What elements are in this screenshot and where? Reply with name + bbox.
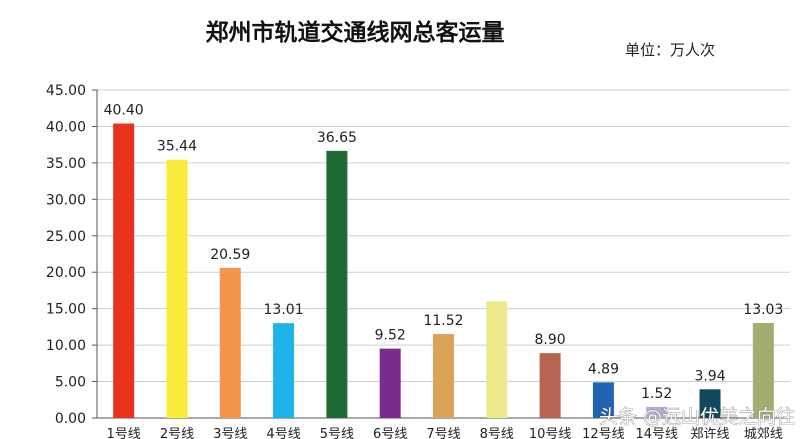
bar [166, 159, 188, 419]
bar [486, 301, 508, 418]
data-label: 40.40 [104, 103, 144, 119]
bar [113, 123, 135, 418]
x-tick-label: 郑许线 [691, 427, 730, 439]
unit-label: 单位：万人次 [625, 41, 715, 59]
bar [592, 382, 614, 418]
data-label: 20.59 [210, 247, 250, 263]
bar [752, 323, 774, 418]
x-tick-label: 10号线 [529, 427, 572, 439]
x-tick-label: 6号线 [373, 427, 407, 439]
y-tick-label: 5.00 [55, 375, 86, 391]
data-label: 13.03 [743, 302, 783, 318]
data-label: 13.01 [264, 302, 304, 318]
x-tick-label: 8号线 [480, 427, 514, 439]
y-tick-labels: 0.00 5.00 10.00 15.00 20.00 25.00 30.00 35.00 40… [46, 83, 86, 427]
data-label: 1.52 [641, 386, 672, 402]
chart-title: 郑州市轨道交通线网总客运量 [206, 19, 505, 46]
y-tick-label: 45.00 [46, 83, 86, 99]
data-label: 36.65 [317, 130, 357, 146]
x-tick-label: 1号线 [107, 427, 141, 439]
y-tick-label: 40.00 [46, 119, 86, 135]
y-tick-label: 0.00 [55, 411, 86, 427]
bar [433, 334, 454, 418]
bar [326, 150, 348, 418]
data-labels: 40.40 35.44 20.59 13.01 36.65 9.52 11.52 8.90 4.… [104, 103, 784, 402]
data-label: 11.52 [423, 313, 463, 329]
data-label: 9.52 [375, 328, 406, 344]
x-tick-label: 12号线 [582, 427, 625, 439]
gridlines [97, 89, 790, 419]
y-tick-label: 10.00 [46, 338, 86, 354]
x-tick-label: 2号线 [160, 427, 194, 439]
bar [699, 389, 721, 418]
watermark: 头条 @远山优美之向往 [599, 406, 795, 428]
bars [113, 123, 774, 419]
y-tick-label: 25.00 [46, 229, 86, 245]
x-tick-labels: 1号线 2号线 3号线 4号线 5号线 6号线 7号线 8号线 10号线 12号线 14号线 郑许线 城… [107, 426, 783, 439]
bar [219, 267, 241, 418]
x-tick-label: 5号线 [320, 427, 354, 439]
x-tick-label: 4号线 [266, 427, 300, 439]
data-label: 4.89 [588, 361, 619, 377]
x-tick-label: 7号线 [426, 427, 460, 439]
x-tick-label: 14号线 [635, 427, 678, 439]
data-label: 3.94 [694, 368, 725, 384]
x-tick-label: 城郊线 [744, 426, 783, 439]
bar [646, 406, 668, 418]
x-tick-label: 3号线 [213, 427, 247, 439]
data-label: 8.90 [535, 332, 566, 348]
data-label: 35.44 [157, 139, 197, 155]
bar [273, 323, 295, 418]
y-tick-label: 15.00 [46, 302, 86, 318]
y-tick-label: 35.00 [46, 156, 86, 172]
y-tick-label: 20.00 [46, 265, 86, 281]
y-tick-label: 30.00 [46, 192, 86, 208]
bar [539, 353, 561, 418]
bar [379, 348, 401, 418]
